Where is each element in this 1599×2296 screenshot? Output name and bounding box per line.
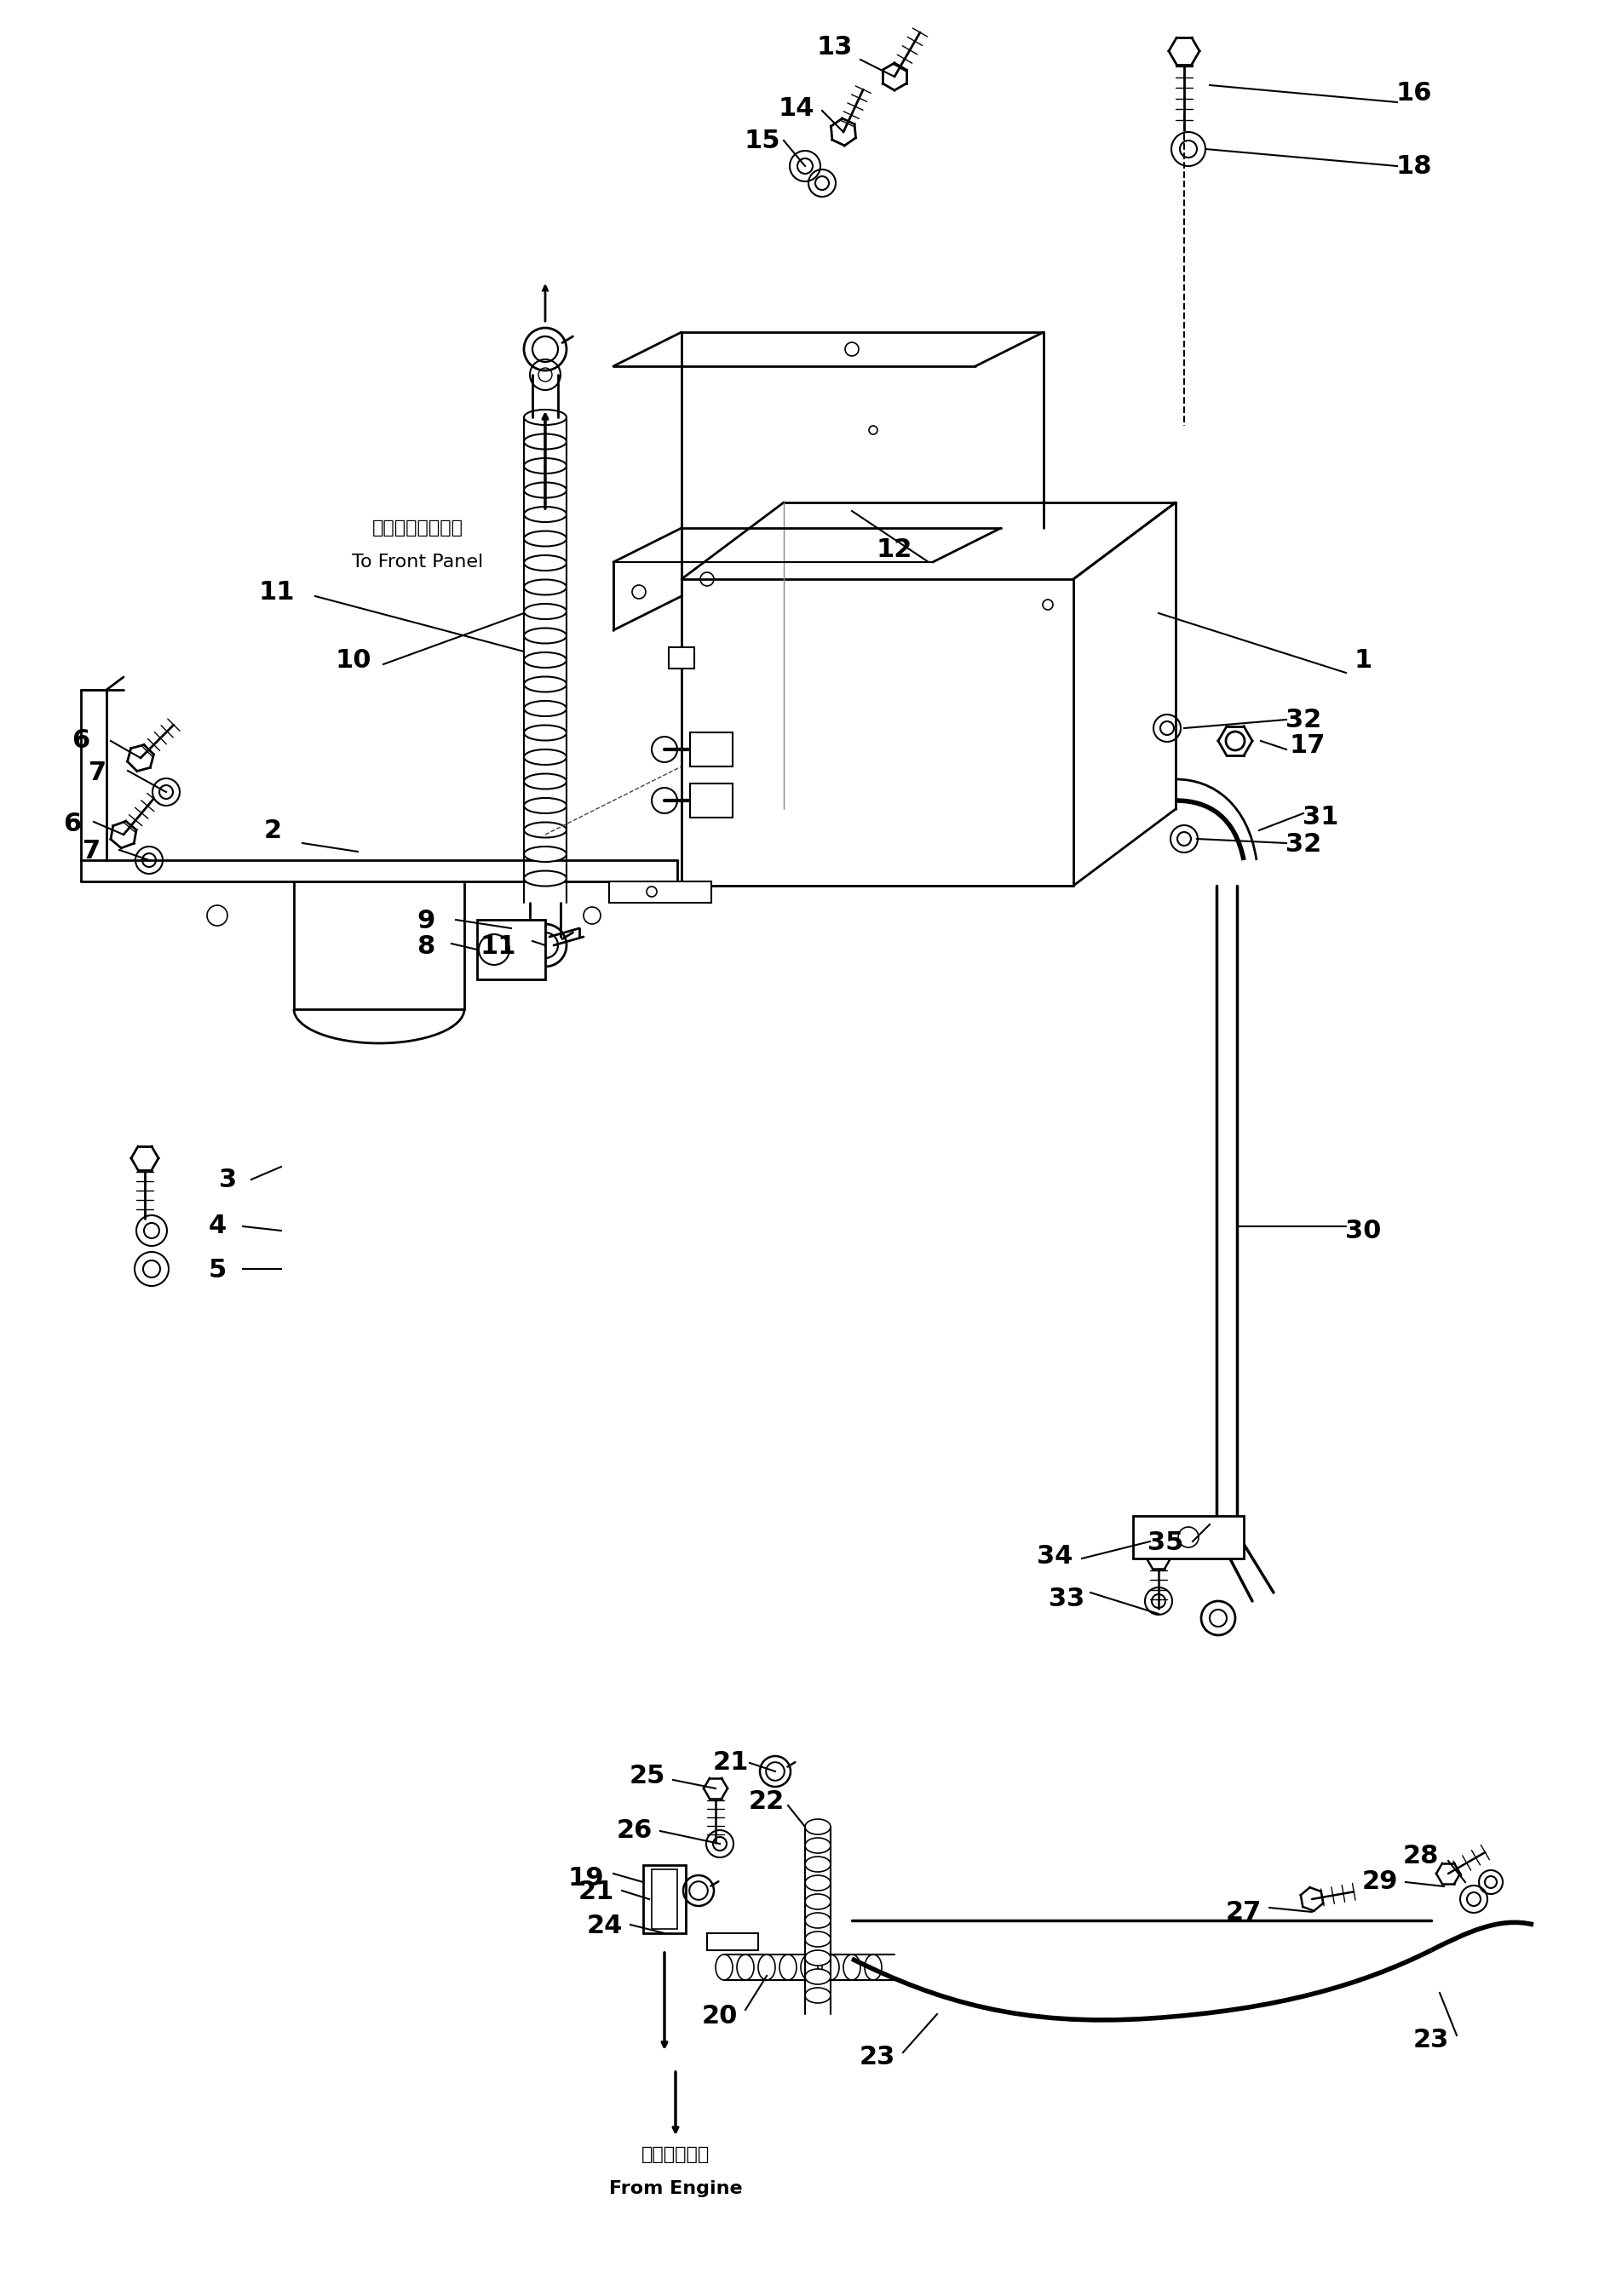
- Text: 29: 29: [1362, 1869, 1398, 1894]
- Text: 16: 16: [1396, 80, 1433, 106]
- Ellipse shape: [524, 459, 566, 473]
- Text: 8: 8: [417, 934, 435, 960]
- Ellipse shape: [524, 774, 566, 790]
- Text: 9: 9: [417, 909, 435, 934]
- Ellipse shape: [524, 677, 566, 691]
- Ellipse shape: [524, 579, 566, 595]
- Text: 11: 11: [480, 934, 516, 960]
- Bar: [1134, 1515, 1244, 1559]
- Ellipse shape: [524, 556, 566, 572]
- Ellipse shape: [804, 1818, 830, 1835]
- Text: 7: 7: [83, 840, 101, 863]
- Ellipse shape: [804, 1857, 830, 1871]
- Text: 34: 34: [1036, 1545, 1073, 1568]
- Text: 20: 20: [702, 2004, 737, 2030]
- Text: 3: 3: [219, 1166, 237, 1192]
- Ellipse shape: [524, 726, 566, 742]
- Ellipse shape: [524, 629, 566, 643]
- Text: 32: 32: [1286, 833, 1321, 856]
- Ellipse shape: [804, 1913, 830, 1929]
- Ellipse shape: [524, 482, 566, 498]
- Text: 11: 11: [259, 579, 294, 604]
- Circle shape: [478, 934, 510, 964]
- Ellipse shape: [804, 1931, 830, 1947]
- Text: 32: 32: [1286, 707, 1321, 732]
- Text: 31: 31: [1302, 806, 1338, 829]
- Ellipse shape: [843, 1954, 860, 1979]
- Text: 17: 17: [1290, 732, 1326, 758]
- Text: 25: 25: [630, 1763, 665, 1789]
- Ellipse shape: [804, 1988, 830, 2002]
- Text: エンジンから: エンジンから: [641, 2147, 710, 2163]
- Bar: [691, 732, 732, 767]
- Text: 12: 12: [876, 537, 913, 563]
- Text: 23: 23: [859, 2043, 895, 2069]
- Ellipse shape: [524, 507, 566, 521]
- Text: 2: 2: [264, 817, 281, 843]
- Text: To Front Panel: To Front Panel: [352, 553, 483, 572]
- Text: 6: 6: [72, 728, 90, 753]
- Ellipse shape: [524, 409, 566, 425]
- Text: 1: 1: [1354, 647, 1372, 673]
- Text: 18: 18: [1396, 154, 1433, 179]
- Text: 28: 28: [1402, 1844, 1439, 1869]
- Ellipse shape: [524, 652, 566, 668]
- Text: From Engine: From Engine: [609, 2181, 742, 2197]
- Bar: [477, 921, 545, 980]
- Text: フロントパネルへ: フロントパネルへ: [373, 519, 464, 537]
- Ellipse shape: [524, 748, 566, 765]
- Text: 7: 7: [90, 760, 107, 785]
- Ellipse shape: [737, 1954, 753, 1979]
- Bar: [609, 882, 712, 902]
- Text: 30: 30: [1345, 1219, 1382, 1242]
- Bar: [691, 783, 732, 817]
- Text: 19: 19: [568, 1864, 604, 1890]
- Ellipse shape: [801, 1954, 817, 1979]
- Ellipse shape: [804, 1876, 830, 1890]
- Text: 13: 13: [817, 34, 852, 60]
- Ellipse shape: [524, 700, 566, 716]
- Ellipse shape: [524, 847, 566, 861]
- Text: 15: 15: [745, 129, 780, 154]
- Text: 21: 21: [713, 1750, 748, 1775]
- Bar: [643, 1864, 686, 1933]
- Ellipse shape: [804, 1970, 830, 1984]
- Text: 14: 14: [779, 96, 814, 122]
- Ellipse shape: [804, 1949, 830, 1965]
- Ellipse shape: [716, 1954, 732, 1979]
- Text: 24: 24: [587, 1915, 624, 1938]
- Bar: [652, 1869, 678, 1929]
- Text: 4: 4: [208, 1215, 227, 1240]
- Text: 35: 35: [1148, 1531, 1183, 1554]
- Text: 33: 33: [1049, 1587, 1084, 1612]
- Ellipse shape: [822, 1954, 839, 1979]
- Ellipse shape: [865, 1954, 881, 1979]
- Text: 26: 26: [617, 1818, 652, 1844]
- Text: 5: 5: [208, 1258, 227, 1283]
- Ellipse shape: [524, 434, 566, 450]
- Text: 27: 27: [1226, 1899, 1262, 1924]
- Ellipse shape: [524, 530, 566, 546]
- Bar: [707, 1933, 758, 1949]
- Ellipse shape: [524, 604, 566, 620]
- Ellipse shape: [779, 1954, 796, 1979]
- Ellipse shape: [758, 1954, 776, 1979]
- Text: 22: 22: [748, 1789, 785, 1814]
- Text: 23: 23: [1414, 2027, 1449, 2053]
- Ellipse shape: [804, 1837, 830, 1853]
- Bar: [668, 647, 694, 668]
- Ellipse shape: [804, 1894, 830, 1910]
- Text: 10: 10: [336, 647, 371, 673]
- Text: 21: 21: [579, 1880, 614, 1906]
- Ellipse shape: [524, 822, 566, 838]
- Ellipse shape: [524, 870, 566, 886]
- Ellipse shape: [524, 799, 566, 813]
- Text: 6: 6: [64, 813, 82, 836]
